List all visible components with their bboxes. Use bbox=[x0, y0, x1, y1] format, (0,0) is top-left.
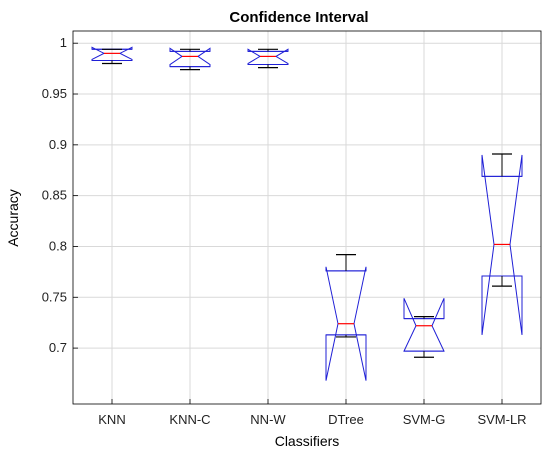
box-knn bbox=[91, 46, 133, 65]
chart-title: Confidence Interval bbox=[229, 9, 368, 26]
y-tick-label: 1 bbox=[60, 35, 67, 50]
y-tick-label: 0.75 bbox=[42, 289, 67, 304]
box-svm-g bbox=[403, 298, 445, 358]
ticks: 0.7 0.75 0.8 0.85 0.9 0.95 1 KNN KNN-C NN-W DTree S… bbox=[42, 35, 527, 427]
y-axis-label: Accuracy bbox=[5, 189, 21, 247]
x-tick-label: SVM-G bbox=[403, 412, 446, 427]
y-tick-label: 0.9 bbox=[49, 137, 67, 152]
y-tick-label: 0.7 bbox=[49, 340, 67, 355]
x-tick-label: NN-W bbox=[250, 412, 286, 427]
y-tick-label: 0.95 bbox=[42, 86, 67, 101]
box-knn-c bbox=[169, 47, 211, 71]
y-tick-label: 0.8 bbox=[49, 238, 67, 253]
x-tick-label: KNN bbox=[98, 412, 125, 427]
box-nn-w bbox=[247, 48, 289, 69]
x-tick-label: KNN-C bbox=[169, 412, 210, 427]
x-axis-label: Classifiers bbox=[275, 433, 340, 449]
box-dtree bbox=[325, 253, 367, 381]
x-tick-label: SVM-LR bbox=[477, 412, 526, 427]
boxes bbox=[91, 46, 523, 381]
x-tick-label: DTree bbox=[328, 412, 364, 427]
plot-area-frame bbox=[72, 30, 542, 405]
box-svm-lr bbox=[481, 153, 523, 335]
grid bbox=[73, 31, 541, 404]
y-tick-label: 0.85 bbox=[42, 188, 67, 203]
